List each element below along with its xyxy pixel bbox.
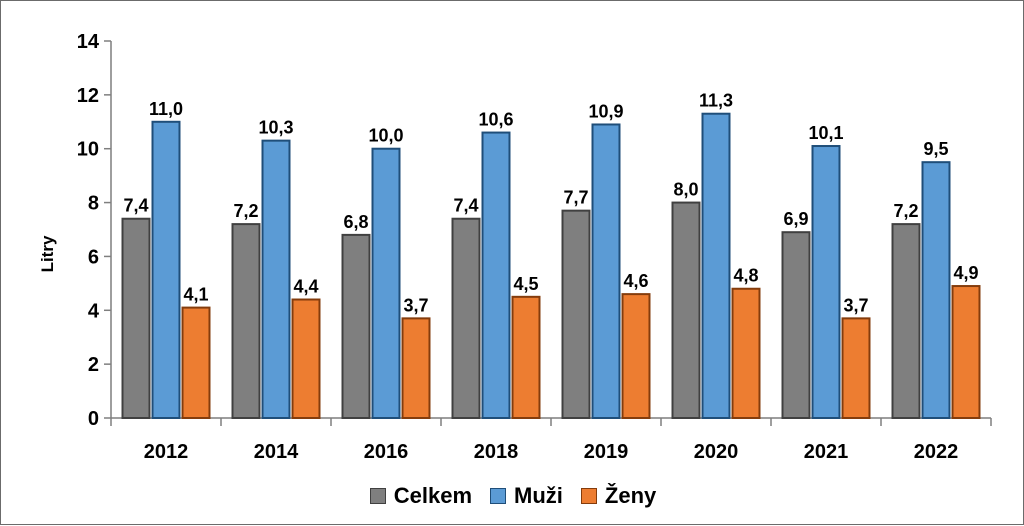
legend-label: Celkem xyxy=(393,483,473,508)
bar-muži-2020 xyxy=(701,112,731,419)
data-label: 3,7 xyxy=(843,295,868,315)
legend-swatch xyxy=(490,488,507,504)
bar-celkem-2014 xyxy=(231,223,261,419)
bar-muži-2018 xyxy=(481,131,511,420)
y-tick-label: 8 xyxy=(88,193,99,215)
bar-muži-2021 xyxy=(811,145,841,419)
bar-ženy-2014 xyxy=(291,298,321,419)
data-label: 11,0 xyxy=(149,99,183,119)
bar-muži-2019 xyxy=(591,123,621,419)
x-tick-label: 2020 xyxy=(694,441,739,463)
data-label: 10,3 xyxy=(258,118,293,138)
data-label: 4,9 xyxy=(953,263,978,283)
legend-label: Ženy xyxy=(604,483,657,508)
y-axis-title: Litry xyxy=(38,235,57,272)
y-tick-label: 4 xyxy=(88,300,100,322)
data-label: 7,2 xyxy=(233,201,258,221)
data-label: 6,8 xyxy=(343,212,368,232)
data-label: 4,4 xyxy=(293,277,318,297)
legend-swatch xyxy=(369,488,386,504)
bar-celkem-2021 xyxy=(781,231,811,419)
x-tick-label: 2022 xyxy=(914,441,959,463)
y-tick-label: 10 xyxy=(77,139,99,161)
data-label: 6,9 xyxy=(783,209,808,229)
data-label: 9,5 xyxy=(923,139,948,159)
bars xyxy=(121,112,981,420)
bar-celkem-2022 xyxy=(891,223,921,419)
bar-muži-2022 xyxy=(921,161,951,419)
legend-item: Ženy xyxy=(580,483,657,509)
bar-ženy-2018 xyxy=(511,295,541,420)
bar-celkem-2018 xyxy=(451,217,481,419)
data-label: 4,1 xyxy=(183,285,208,305)
bar-celkem-2020 xyxy=(671,201,701,419)
x-tick-label: 2014 xyxy=(254,441,299,463)
data-label: 4,5 xyxy=(513,274,538,294)
bar-ženy-2022 xyxy=(951,285,981,419)
y-tick-label: 12 xyxy=(77,85,99,107)
bar-ženy-2021 xyxy=(841,317,871,419)
y-tick-label: 6 xyxy=(88,246,99,268)
legend-label: Muži xyxy=(514,483,563,508)
x-tick-label: 2021 xyxy=(804,441,849,463)
y-tick-label: 14 xyxy=(77,31,100,53)
data-label: 7,4 xyxy=(123,196,148,216)
data-label: 7,4 xyxy=(453,196,478,216)
bar-muži-2014 xyxy=(261,139,291,419)
bar-muži-2012 xyxy=(151,120,181,420)
bar-celkem-2019 xyxy=(561,209,591,419)
y-tick-label: 0 xyxy=(88,408,99,430)
data-label: 10,0 xyxy=(368,126,403,146)
data-label: 10,6 xyxy=(478,110,513,130)
bar-celkem-2016 xyxy=(341,233,371,419)
y-tick-label: 2 xyxy=(88,354,99,376)
legend-item: Muži xyxy=(490,483,563,509)
data-label: 7,7 xyxy=(563,188,588,208)
legend-item: Celkem xyxy=(369,483,473,509)
bar-muži-2016 xyxy=(371,147,401,419)
data-label: 11,3 xyxy=(699,91,733,111)
data-label: 8,0 xyxy=(673,180,698,200)
data-label: 3,7 xyxy=(403,295,428,315)
x-tick-label: 2018 xyxy=(474,441,519,463)
legend-swatch xyxy=(580,488,597,504)
bar-ženy-2020 xyxy=(731,287,761,419)
bar-ženy-2019 xyxy=(621,293,651,419)
x-tick-label: 2012 xyxy=(144,441,189,463)
bar-ženy-2016 xyxy=(401,317,431,419)
bar-ženy-2012 xyxy=(181,306,211,420)
data-labels: 7,4 7,2 6,8 7,4 7,7 8,0 6,9 7,2 11,0 10,3 10,0 10,6… xyxy=(123,91,978,316)
axes: 0 2 4 6 8 10 12 14 2012 2014 2016 2018 2019 2020 2021 2… xyxy=(77,31,992,463)
legend: Celkem Muži Ženy xyxy=(1,479,1024,513)
data-label: 10,9 xyxy=(588,101,623,121)
x-tick-label: 2016 xyxy=(364,441,409,463)
x-tick-label: 2019 xyxy=(584,441,629,463)
data-label: 10,1 xyxy=(808,123,843,143)
data-label: 4,8 xyxy=(733,266,758,286)
data-label: 4,6 xyxy=(623,271,648,291)
bar-celkem-2012 xyxy=(121,217,151,419)
data-label: 7,2 xyxy=(893,201,918,221)
